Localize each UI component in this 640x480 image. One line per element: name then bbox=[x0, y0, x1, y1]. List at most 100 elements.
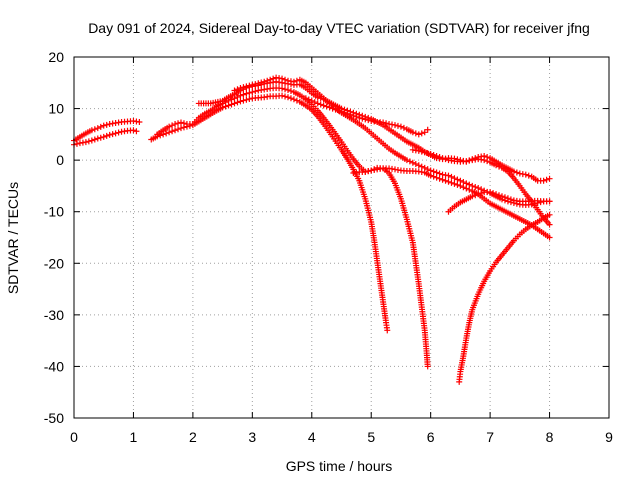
data-point bbox=[439, 176, 446, 183]
data-point bbox=[94, 125, 101, 132]
data-point bbox=[237, 98, 244, 105]
data-point bbox=[115, 129, 122, 136]
data-point bbox=[546, 198, 553, 205]
data-point bbox=[487, 189, 494, 196]
data-point bbox=[91, 126, 98, 133]
data-point bbox=[454, 181, 461, 188]
series-arc-10 bbox=[445, 189, 553, 215]
data-point bbox=[424, 363, 431, 370]
data-point bbox=[359, 115, 366, 122]
data-point bbox=[365, 117, 372, 124]
data-point bbox=[293, 97, 300, 104]
data-point bbox=[356, 114, 363, 121]
data-point bbox=[510, 168, 517, 175]
x-axis-title: GPS time / hours bbox=[286, 458, 393, 474]
data-point bbox=[237, 92, 244, 99]
data-point bbox=[546, 211, 553, 218]
x-tick-label: 1 bbox=[130, 429, 138, 445]
x-tick-label: 0 bbox=[70, 429, 78, 445]
data-point bbox=[282, 93, 289, 100]
data-point bbox=[100, 122, 107, 129]
x-tick-label: 6 bbox=[427, 429, 435, 445]
data-points bbox=[71, 74, 553, 385]
data-point bbox=[493, 162, 500, 169]
data-point bbox=[249, 89, 256, 96]
data-point bbox=[231, 87, 238, 94]
data-point bbox=[421, 149, 428, 156]
data-point bbox=[73, 140, 80, 147]
y-tick-label: 0 bbox=[56, 152, 64, 168]
data-point bbox=[427, 167, 434, 174]
data-point bbox=[234, 86, 241, 93]
data-point bbox=[279, 85, 286, 92]
data-point bbox=[133, 128, 140, 135]
data-point bbox=[457, 182, 464, 189]
data-point bbox=[290, 96, 297, 103]
y-tick-label: -40 bbox=[44, 358, 64, 374]
data-point bbox=[88, 127, 95, 134]
data-point bbox=[546, 234, 553, 241]
series-arc-11 bbox=[456, 211, 553, 385]
data-point bbox=[454, 176, 461, 183]
data-point bbox=[103, 132, 110, 139]
data-point bbox=[103, 121, 110, 128]
y-tick-label: -50 bbox=[44, 410, 64, 426]
data-point bbox=[383, 120, 390, 127]
data-point bbox=[418, 148, 425, 155]
data-point bbox=[287, 88, 294, 95]
data-point bbox=[314, 100, 321, 107]
data-point bbox=[94, 135, 101, 142]
data-point bbox=[290, 78, 297, 85]
x-tick-label: 3 bbox=[248, 429, 256, 445]
data-point bbox=[490, 190, 497, 197]
data-point bbox=[350, 112, 357, 119]
x-tick-label: 7 bbox=[486, 429, 494, 445]
data-point bbox=[178, 119, 184, 126]
data-point bbox=[130, 127, 137, 134]
data-point bbox=[504, 195, 511, 202]
data-point bbox=[415, 147, 422, 154]
data-point bbox=[234, 93, 241, 100]
data-point bbox=[353, 113, 360, 120]
data-point bbox=[88, 137, 95, 144]
data-point bbox=[394, 122, 401, 129]
data-point bbox=[362, 116, 369, 123]
data-point bbox=[169, 122, 176, 129]
data-point bbox=[332, 106, 339, 113]
data-point bbox=[415, 162, 422, 169]
data-point bbox=[243, 96, 250, 103]
data-point bbox=[172, 121, 179, 128]
data-point bbox=[178, 125, 184, 132]
data-point bbox=[418, 163, 425, 170]
data-point bbox=[400, 124, 407, 131]
data-point bbox=[240, 97, 247, 104]
data-point bbox=[478, 190, 485, 197]
data-point bbox=[106, 131, 113, 138]
data-point bbox=[180, 120, 187, 127]
data-point bbox=[445, 172, 452, 179]
data-point bbox=[484, 158, 491, 165]
data-point bbox=[279, 75, 286, 82]
x-tick-label: 8 bbox=[546, 429, 554, 445]
data-point bbox=[338, 108, 345, 115]
data-point bbox=[172, 127, 179, 134]
data-point bbox=[469, 193, 476, 200]
data-point bbox=[285, 94, 291, 101]
data-point bbox=[442, 177, 449, 184]
data-point bbox=[282, 76, 289, 83]
data-point bbox=[258, 79, 265, 86]
data-point bbox=[329, 105, 336, 112]
data-point bbox=[166, 129, 173, 136]
data-point bbox=[427, 150, 434, 157]
data-point bbox=[267, 76, 274, 83]
data-point bbox=[406, 158, 413, 165]
data-point bbox=[320, 102, 327, 109]
series-arc-3 bbox=[148, 92, 391, 334]
data-point bbox=[522, 171, 529, 178]
data-point bbox=[412, 130, 419, 137]
data-point bbox=[424, 126, 431, 133]
data-point bbox=[282, 86, 289, 93]
data-point bbox=[249, 81, 256, 88]
data-point bbox=[97, 123, 104, 130]
